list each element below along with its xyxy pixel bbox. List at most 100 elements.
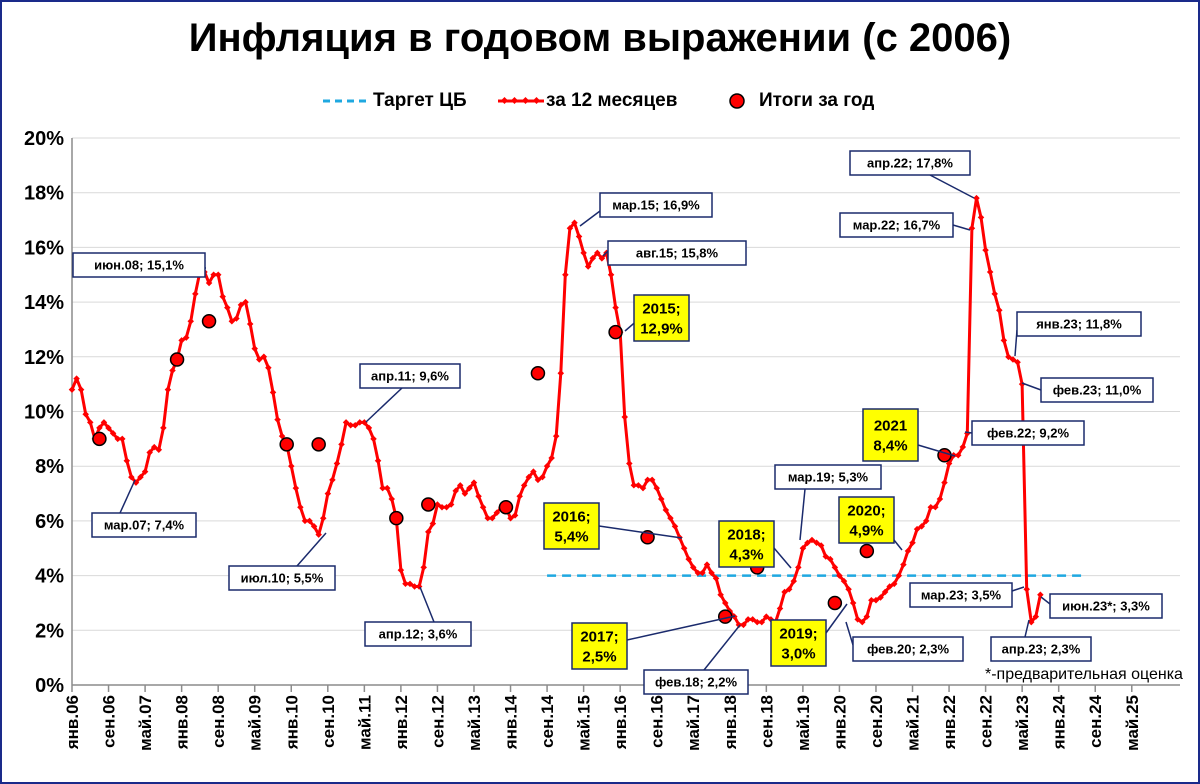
- x-tick-label: сен.10: [319, 695, 338, 748]
- x-tick-label: янв.14: [502, 694, 521, 750]
- line-point-marker: [493, 509, 501, 516]
- line-point-marker: [630, 482, 638, 489]
- annual-point: [937, 448, 952, 463]
- callout-box: [543, 502, 600, 550]
- y-tick-label: 16%: [24, 237, 64, 259]
- callout-label: апр.12; 3,6%: [379, 627, 458, 642]
- callout-leader: [1040, 596, 1051, 605]
- line-point-marker: [128, 473, 135, 481]
- line-point-marker: [338, 441, 345, 448]
- line-point-marker: [114, 435, 121, 443]
- line-point-marker: [557, 369, 565, 377]
- callout-leader: [1021, 382, 1042, 391]
- line-point-marker: [699, 569, 706, 577]
- line-point-marker: [685, 555, 692, 563]
- callout-box: [91, 512, 197, 538]
- callout-label: 2017; 2,5%: [580, 628, 618, 665]
- line-point-marker: [635, 482, 642, 489]
- line-point-marker: [845, 586, 852, 593]
- callout-label: 2018; 4,3%: [727, 526, 765, 563]
- line-point-marker: [639, 484, 647, 492]
- line-point-marker: [361, 419, 368, 426]
- line-point-marker: [411, 583, 418, 590]
- line-point-marker: [644, 476, 651, 484]
- callout-box: [971, 420, 1085, 446]
- y-tick-label: 12%: [24, 347, 64, 369]
- line-point-marker: [310, 523, 318, 530]
- annual-point: [608, 324, 623, 340]
- line-point-marker: [443, 503, 450, 511]
- line-point-marker: [452, 487, 459, 495]
- callout-box: [718, 520, 775, 568]
- line-point-marker: [991, 290, 998, 298]
- callout-label: 2021 8,4%: [873, 417, 907, 454]
- line-point-marker: [333, 460, 341, 467]
- line-point-marker: [571, 219, 578, 227]
- line-point-marker: [265, 364, 272, 371]
- y-tick-label: 20%: [24, 128, 64, 150]
- callout-box: [862, 408, 919, 462]
- line-point-marker: [598, 255, 606, 262]
- line-point-marker: [1037, 591, 1044, 598]
- callout-label: апр.23; 2,3%: [1002, 642, 1081, 657]
- x-tick-label: сен.08: [209, 695, 228, 748]
- callout-box: [839, 212, 954, 238]
- callout-leader: [799, 488, 806, 541]
- callout-box: [774, 464, 882, 490]
- x-tick-label: янв.08: [173, 695, 192, 750]
- x-tick-label: янв.16: [611, 695, 630, 750]
- line-point-marker: [804, 539, 811, 547]
- line-point-marker: [667, 514, 674, 522]
- line-point-marker: [1005, 353, 1012, 361]
- line-point-marker: [941, 479, 948, 486]
- callout-label: апр.11; 9,6%: [371, 369, 449, 384]
- line-point-marker: [932, 503, 939, 511]
- callout-leader: [1011, 586, 1025, 592]
- legend-label-target: Таргет ЦБ: [373, 90, 467, 111]
- x-tick-label: янв.10: [282, 695, 301, 750]
- legend-series-swatch: [498, 96, 544, 105]
- line-point-marker: [169, 367, 176, 374]
- callout-label: мар.23; 3,5%: [921, 588, 1002, 603]
- callout-label: 2016; 5,4%: [552, 508, 590, 545]
- callout-box: [228, 565, 336, 591]
- line-point-marker: [744, 616, 752, 623]
- line-point-marker: [763, 613, 770, 620]
- line-point-marker: [205, 279, 213, 287]
- line-point-marker: [383, 484, 391, 492]
- line-point-marker: [584, 263, 592, 270]
- line-point-marker: [233, 315, 240, 322]
- callout-label: июн.08; 15,1%: [94, 258, 184, 273]
- line-point-marker: [182, 334, 190, 341]
- callout-label: 2015; 12,9%: [640, 300, 683, 337]
- callout-label: июн.23*; 3,3%: [1062, 599, 1150, 614]
- annual-point: [92, 431, 107, 447]
- callout-label: мар.19; 5,3%: [788, 470, 869, 485]
- line-point-marker: [356, 419, 364, 426]
- callout-box: [1016, 311, 1142, 337]
- x-tick-label: янв.22: [940, 695, 959, 750]
- line-point-marker: [753, 618, 761, 626]
- x-tick-label: май.21: [904, 695, 923, 751]
- line-point-marker: [790, 577, 798, 585]
- x-tick-label: янв.06: [63, 695, 82, 750]
- callout-box: [607, 240, 747, 266]
- x-tick-label: май.15: [575, 695, 594, 751]
- footnote: *-предварительная оценка: [985, 666, 1183, 683]
- line-point-marker: [913, 525, 921, 533]
- line-point-marker: [388, 495, 396, 503]
- y-tick-label: 6%: [35, 511, 64, 533]
- line-point-marker: [890, 580, 898, 588]
- callout-leader: [365, 387, 403, 423]
- legend-item-target: Таргет ЦБ: [323, 86, 467, 116]
- callout-leader: [703, 624, 741, 671]
- callout-label: янв.23; 11,8%: [1036, 317, 1122, 332]
- line-point-marker: [365, 424, 373, 432]
- callout-label: мар.22; 16,7%: [853, 218, 941, 233]
- callout-box: [1040, 377, 1154, 403]
- legend-item-annual: Итоги за год: [727, 86, 874, 116]
- line-point-marker: [795, 564, 802, 571]
- annual-point: [279, 437, 294, 452]
- line-point-marker: [68, 386, 76, 393]
- callout-leader: [773, 547, 792, 569]
